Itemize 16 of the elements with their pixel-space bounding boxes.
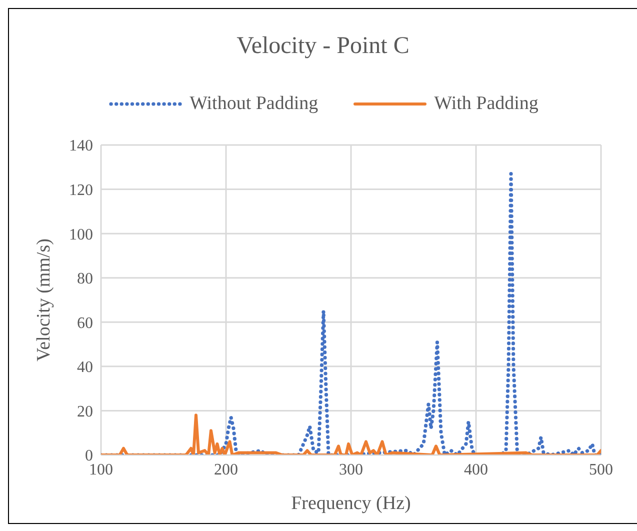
legend-label: With Padding	[434, 93, 538, 115]
y-tick-label: 120	[69, 182, 93, 199]
x-tick-label: 500	[589, 461, 613, 478]
chart-title: Velocity - Point C	[236, 33, 410, 60]
y-tick-label: 80	[77, 270, 93, 288]
y-axis-title: Velocity (mm/s)	[34, 238, 55, 362]
x-axis-title: Frequency (Hz)	[291, 493, 411, 514]
legend-label: Without Padding	[190, 93, 318, 115]
y-tick-label: 40	[77, 359, 93, 376]
y-tick-label: 100	[69, 226, 93, 244]
y-tick-label: 20	[77, 403, 93, 420]
x-tick-label: 400	[464, 461, 488, 478]
x-tick-label: 300	[339, 461, 363, 478]
x-tick-label: 200	[214, 461, 238, 478]
y-tick-label: 140	[69, 138, 93, 155]
y-tick-label: 60	[77, 314, 93, 332]
